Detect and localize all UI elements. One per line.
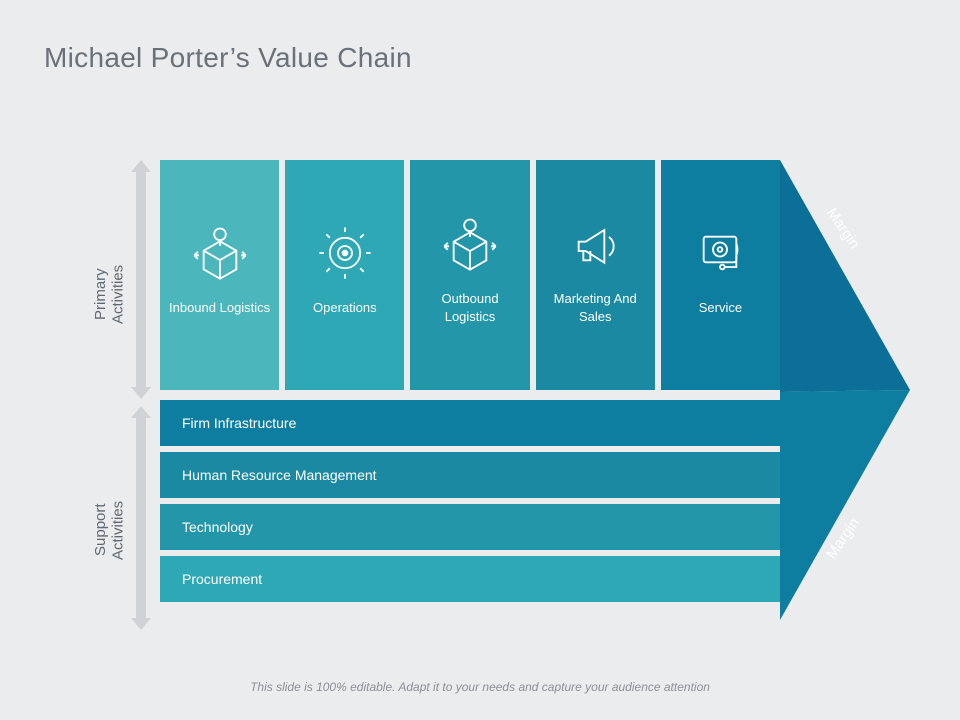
support-label: Technology (182, 519, 253, 535)
primary-label: Outbound Logistics (416, 290, 523, 325)
primary-activities-label: PrimaryActivities (92, 194, 127, 394)
support-row-hr: Human Resource Management (160, 452, 780, 498)
support-label: Procurement (182, 571, 262, 587)
primary-cell-service: Service (661, 160, 780, 390)
support-row-procurement: Procurement (160, 556, 780, 602)
primary-cell-marketing: Marketing And Sales (536, 160, 655, 390)
primary-activities-row: Inbound Logistics Operations (160, 160, 780, 390)
margin-bottom-poly (780, 390, 910, 620)
margin-top-poly (780, 160, 910, 392)
primary-label: Inbound Logistics (169, 299, 270, 317)
support-row-tech: Technology (160, 504, 780, 550)
support-range-bar (136, 418, 146, 618)
primary-label: Marketing And Sales (542, 290, 649, 325)
primary-cell-operations: Operations (285, 160, 404, 390)
support-label: Firm Infrastructure (182, 415, 296, 431)
support-row-firm: Firm Infrastructure (160, 400, 780, 446)
support-activities-rows: Firm Infrastructure Human Resource Manag… (160, 400, 780, 602)
megaphone-icon (567, 216, 623, 272)
primary-label: Service (699, 299, 742, 317)
page-title: Michael Porter’s Value Chain (44, 42, 412, 74)
gear-target-icon (317, 225, 373, 281)
headset-gear-icon (692, 225, 748, 281)
support-activities-label: SupportActivities (92, 430, 127, 630)
primary-cell-inbound: Inbound Logistics (160, 160, 279, 390)
support-label: Human Resource Management (182, 467, 377, 483)
margin-arrowhead: Margin Margin (780, 160, 910, 620)
box-pin-icon (442, 216, 498, 272)
primary-label: Operations (313, 299, 377, 317)
value-chain-diagram: PrimaryActivities SupportActivities Inbo… (100, 160, 910, 620)
primary-range-bar (136, 172, 146, 387)
box-pin-icon (192, 225, 248, 281)
primary-cell-outbound: Outbound Logistics (410, 160, 529, 390)
footer-note: This slide is 100% editable. Adapt it to… (0, 680, 960, 694)
chain-body: Inbound Logistics Operations (160, 160, 780, 620)
